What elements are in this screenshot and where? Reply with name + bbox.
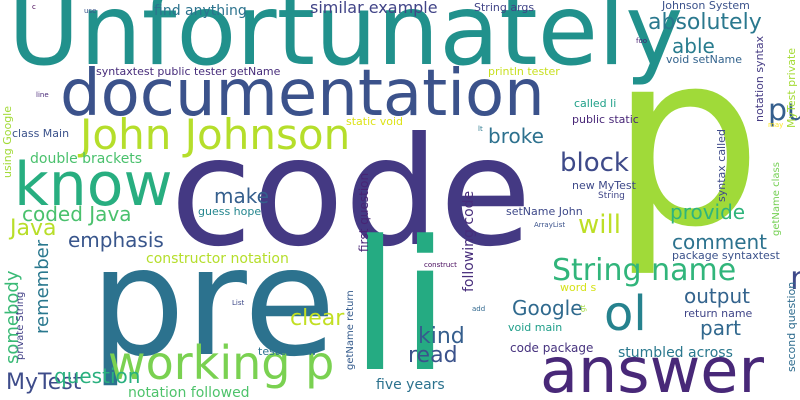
word: private String [15,291,26,360]
word: lt [478,125,483,133]
word: called li [574,97,617,110]
word: Google [512,296,583,320]
word: make [214,184,269,208]
word: working p [108,336,335,390]
word: use [84,7,97,15]
word: kind [418,324,465,349]
word: constructor notation [146,251,289,267]
word: void main [508,321,563,334]
word: c [32,3,36,11]
word: double brackets [30,151,143,167]
word: ol [604,286,647,342]
word: remember [32,239,53,334]
word: public static [572,113,639,126]
word: read [408,343,458,368]
word: add [472,305,486,313]
word: MyTest [6,370,82,395]
word: first question [357,172,371,252]
word: notation syntax [753,35,766,122]
word: part [700,316,742,340]
word: syntax called [715,129,728,202]
word: line [36,91,49,99]
word: String [598,191,625,201]
word: println tester [488,65,560,78]
word: block [560,148,629,178]
word: getName class [771,162,782,236]
word: return name [684,307,753,320]
word: package syntaxtest [672,249,780,262]
word: new MyTest [572,179,636,192]
word: coded Java [22,202,132,226]
word: static void [346,115,403,128]
word: second question [785,281,798,372]
word: may [768,121,784,129]
word: know [14,150,173,220]
word: clear [290,306,345,331]
word: ArrayList [534,221,566,229]
word: emphasis [68,228,164,252]
word: String args [474,1,535,14]
word: public [768,93,800,128]
word: code package [510,341,594,355]
word: Unfortunately [8,0,684,88]
word: absolutely [648,10,762,35]
word: notation followed [128,385,250,400]
word: John Johnson [80,110,351,159]
word: broke [488,124,544,148]
word: following code [461,190,477,292]
word: documentation [60,57,545,131]
word: List [232,299,245,307]
word: li [350,203,451,400]
word: Java [10,216,57,241]
word: pre [90,216,336,390]
word: Johnson System [662,0,750,12]
word: code [170,106,532,280]
word: five years [376,377,445,393]
word: guess hope [198,205,262,218]
word: stumbled across [618,345,733,361]
word: using Google [1,106,14,178]
word: answer [540,334,764,400]
word: setName John [506,205,583,218]
word: construct [424,261,457,269]
word: name [790,262,800,294]
word: getName return [345,290,356,370]
word: gt [579,304,587,312]
word: will [578,210,621,240]
word: word s [560,281,597,294]
word: MyTest private [785,47,798,128]
word: class Main [12,127,70,140]
word: provide [670,200,746,224]
word: String name [552,253,737,288]
word: able [672,34,715,58]
word: output [684,284,750,308]
word: void setName [666,53,743,66]
word: p [610,0,763,280]
word: similar example [310,0,438,17]
word: comment [672,230,768,254]
word: tester new [258,345,317,358]
word: foo [636,37,648,45]
word: question [54,364,141,388]
word: syntaxtest public tester getName [96,65,281,78]
word: find anything [154,3,247,19]
